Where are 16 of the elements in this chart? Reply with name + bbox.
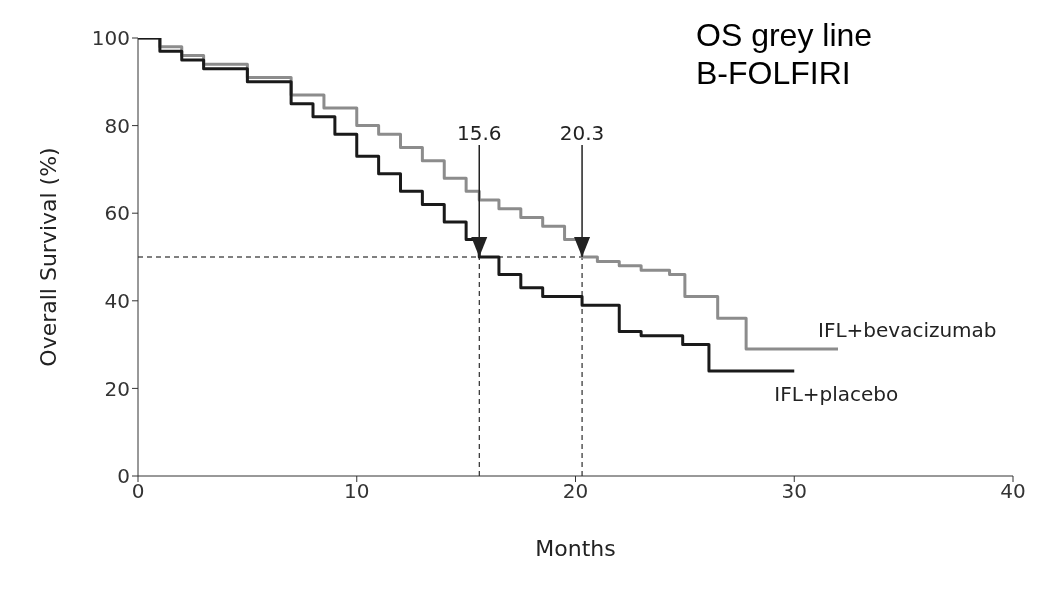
y-tick-label: 40	[104, 288, 130, 313]
annotation: 20.3	[559, 121, 605, 145]
x-axis-title: Months	[535, 536, 616, 561]
x-tick-label: 20	[562, 479, 589, 504]
y-tick-label: 80	[104, 113, 130, 138]
x-tick-label: 30	[781, 479, 807, 504]
y-tick-label: 20	[104, 376, 130, 401]
x-tick-label: 10	[344, 479, 370, 504]
series-label: IFL+bevacizumab	[818, 317, 997, 342]
series-label: IFL+placebo	[774, 381, 899, 406]
y-tick-label: 60	[104, 201, 130, 226]
x-tick-label: 40	[1000, 479, 1026, 504]
annotation: OS grey line B-FOLFIRI	[696, 16, 873, 92]
annotation: 15.6	[456, 121, 502, 145]
y-tick-label: 100	[91, 26, 130, 51]
y-axis-title: Overall Survival (%)	[35, 147, 61, 367]
